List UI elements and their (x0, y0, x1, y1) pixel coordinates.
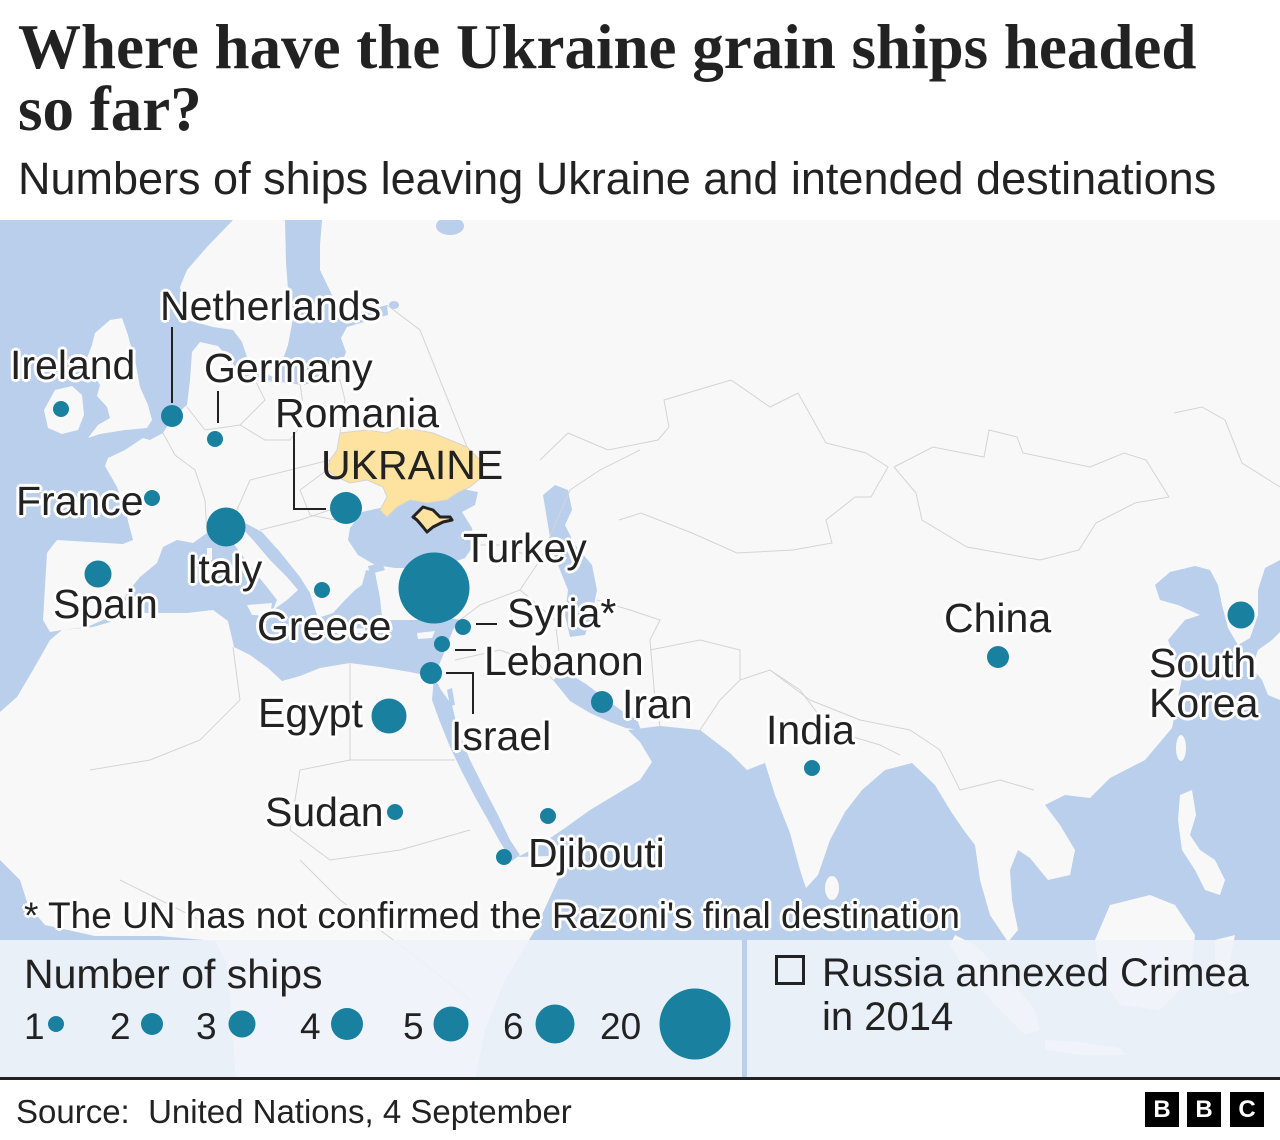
legend-dot-3 (228, 1010, 256, 1038)
leader-line-germany (217, 391, 219, 423)
label-israel: Israel (451, 713, 552, 759)
leader-line-romania-horizontal (293, 508, 326, 510)
map-dot-djibouti (496, 849, 512, 865)
legend-label-1: 1 (24, 1006, 45, 1047)
legend-label-5: 5 (403, 1006, 424, 1047)
country-borders (89, 304, 1280, 1001)
map-dot-germany (207, 431, 223, 447)
bbc-logo-letter-2: B (1187, 1092, 1221, 1127)
label-sudan: Sudan (265, 789, 384, 835)
leader-line-romania-vertical (293, 432, 295, 510)
footnote: * The UN has not confirmed the Razoni's … (24, 895, 961, 936)
crimea-shape (411, 505, 454, 534)
map-dot-india (804, 760, 820, 776)
legend-panel (0, 940, 1280, 1077)
map-dot-turkey (398, 552, 470, 624)
label-greece: Greece (257, 603, 392, 649)
map-dot-greece (314, 582, 330, 598)
map-dot-lebanon (434, 636, 450, 652)
footer-divider (0, 1077, 1280, 1080)
label-france: France (16, 478, 144, 524)
leader-line-israel-vertical (472, 672, 474, 714)
label-turkey: Turkey (463, 525, 587, 571)
map-dot-egypt (371, 698, 407, 734)
label-romania: Romania (275, 390, 440, 436)
label-djibouti: Djibouti (528, 830, 665, 876)
map-dot-israel (420, 662, 442, 684)
leader-line-syria (476, 623, 497, 625)
crimea-legend-text: Russia annexed Crimea in 2014 (822, 951, 1249, 1039)
map-dot-ireland (53, 401, 69, 417)
source-credit: Source: United Nations, 4 September (16, 1093, 572, 1130)
legend-dot-5 (433, 1006, 469, 1042)
chart-title: Where have the Ukraine grain ships heade… (18, 12, 1197, 144)
legend-label-3: 3 (196, 1006, 217, 1047)
label-south-korea: South Korea (1149, 640, 1259, 726)
label-italy: Italy (187, 546, 263, 592)
label-china: China (944, 595, 1052, 641)
label-ireland: Ireland (10, 342, 136, 388)
legend-label-4: 4 (300, 1006, 321, 1047)
map-dot-sudan (387, 804, 403, 820)
legend-dot-1 (48, 1016, 64, 1032)
label-india: India (766, 707, 855, 753)
map-dot-unlabeled (540, 808, 556, 824)
legend-dot-4 (331, 1008, 363, 1040)
crimea-outline-swatch-icon (775, 955, 805, 985)
label-ukraine: UKRAINE (321, 442, 504, 488)
map-dot-romania (330, 492, 362, 524)
leader-line-israel-horizontal (446, 672, 474, 674)
bbc-logo-letter-3: C (1230, 1092, 1264, 1127)
label-lebanon: Lebanon (484, 638, 644, 684)
legend-dot-2 (141, 1013, 163, 1035)
map-dot-italy (206, 507, 246, 547)
footer (0, 1080, 1280, 1140)
map-dot-spain (84, 560, 112, 588)
legend-dot-6 (535, 1004, 575, 1044)
leader-line-netherlands (171, 327, 173, 403)
map-dot-iran (591, 691, 613, 713)
legend-label-6: 6 (503, 1006, 524, 1047)
map-dot-south-korea (1227, 601, 1255, 629)
label-netherlands: Netherlands (160, 283, 382, 329)
legend-divider (742, 940, 747, 1077)
legend-label-2: 2 (110, 1006, 131, 1047)
label-germany: Germany (204, 345, 373, 391)
map-dot-netherlands (161, 405, 183, 427)
label-iran: Iran (622, 681, 693, 727)
bbc-logo-letter-1: B (1145, 1092, 1179, 1127)
label-spain: Spain (53, 581, 158, 627)
legend-label-20: 20 (600, 1006, 642, 1047)
label-egypt: Egypt (258, 690, 363, 736)
map-dot-france (144, 490, 160, 506)
map-dot-syria (455, 619, 471, 635)
legend-dot-20 (659, 988, 731, 1060)
ukraine-shape (326, 426, 483, 518)
label-syria: Syria* (507, 590, 617, 636)
leader-line-lebanon (455, 649, 476, 651)
chart-subtitle: Numbers of ships leaving Ukraine and int… (18, 153, 1217, 204)
legend-title: Number of ships (24, 951, 323, 997)
map-dot-china (987, 646, 1009, 668)
